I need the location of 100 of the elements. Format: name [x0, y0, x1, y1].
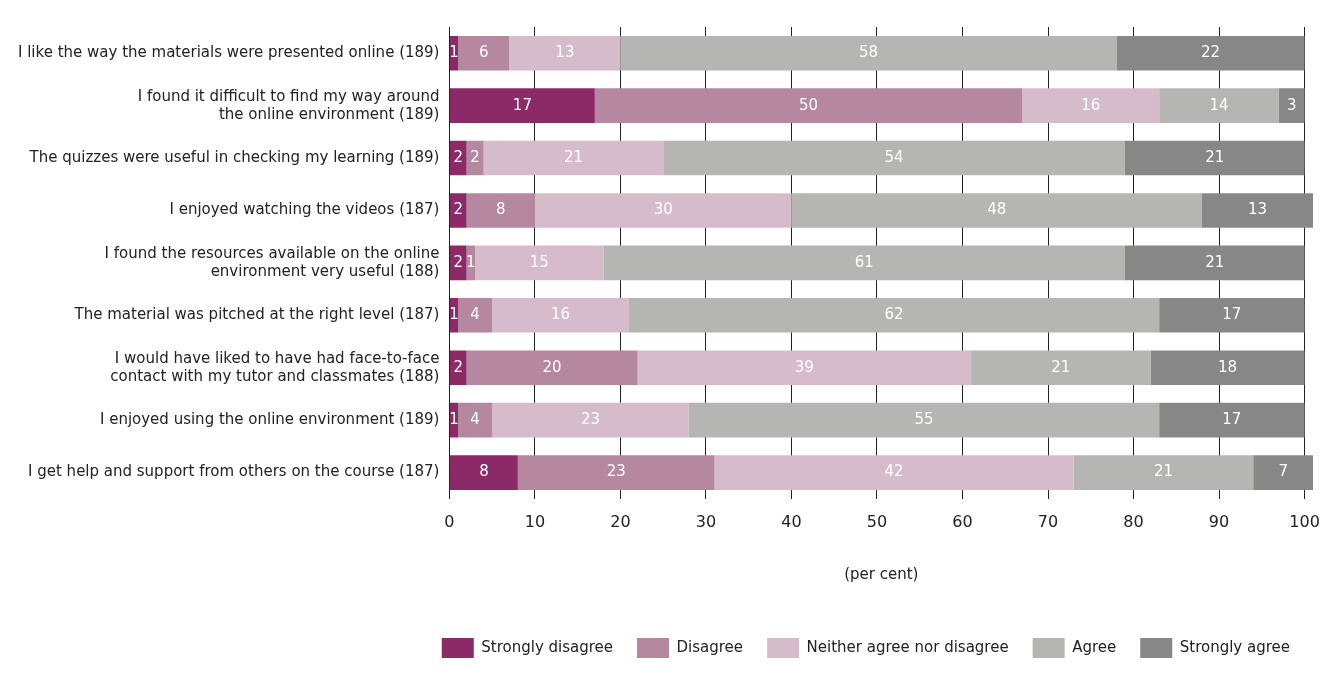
- bar: [466, 350, 638, 386]
- bar: [629, 298, 1160, 333]
- bar: [663, 140, 1125, 176]
- data-label: 2: [453, 357, 464, 376]
- bar: [971, 350, 1151, 386]
- data-label: 8: [479, 462, 489, 481]
- bar: [1159, 402, 1305, 438]
- data-label: 23: [581, 410, 601, 429]
- data-label: 62: [884, 305, 904, 324]
- data-label: 2: [453, 200, 464, 219]
- y-tick-label: I enjoyed using the online environment (189): [99, 410, 440, 429]
- data-label: 1: [449, 410, 459, 429]
- data-label: 7: [1278, 462, 1288, 481]
- data-label: 13: [555, 43, 575, 62]
- bar: [458, 298, 493, 333]
- data-label: 16: [1081, 95, 1101, 114]
- bar: [458, 402, 493, 438]
- bar: [594, 88, 1023, 123]
- bar: [1201, 193, 1314, 228]
- data-label: 13: [1247, 200, 1268, 219]
- bar: [458, 35, 510, 71]
- legend-label: Neither agree nor disagree: [806, 637, 1009, 656]
- y-tick-label: I get help and support from others on the course (187): [28, 462, 440, 481]
- bar: [714, 455, 1074, 490]
- data-label: 21: [1205, 147, 1225, 166]
- data-label: 55: [914, 410, 934, 429]
- data-label: 48: [987, 200, 1007, 219]
- bar: [1278, 88, 1305, 123]
- bar: [1159, 88, 1279, 123]
- bar: [791, 193, 1202, 228]
- x-tick-label: 70: [1037, 511, 1059, 531]
- legend-label: Strongly agree: [1179, 637, 1291, 656]
- bar: [1253, 455, 1314, 490]
- data-label: 58: [858, 43, 878, 62]
- x-tick-label: 60: [952, 511, 973, 531]
- legend-label: Disagree: [676, 637, 744, 656]
- x-tick-label: 0: [444, 511, 455, 531]
- x-tick-label: 100: [1289, 511, 1320, 531]
- data-label: 2: [453, 147, 464, 166]
- data-label: 20: [542, 357, 562, 376]
- data-label: 4: [470, 410, 480, 429]
- data-label: 42: [884, 462, 904, 481]
- y-tick-label: I enjoyed watching the videos (187): [169, 200, 440, 219]
- data-label: 21: [1153, 462, 1173, 481]
- data-label: 3: [1286, 95, 1297, 114]
- x-tick-label: 40: [781, 511, 802, 531]
- bar: [449, 350, 467, 386]
- bar: [1150, 350, 1305, 386]
- data-label: 15: [529, 252, 549, 271]
- data-label: 54: [884, 147, 904, 166]
- data-label: 1: [466, 252, 476, 271]
- data-label: 22: [1200, 43, 1221, 62]
- x-tick-label: 10: [524, 511, 546, 531]
- x-tick-label: 80: [1123, 511, 1144, 531]
- data-label: 17: [1222, 305, 1242, 324]
- data-label: 61: [854, 252, 874, 271]
- bar: [1124, 245, 1305, 281]
- bar: [1022, 88, 1160, 123]
- bar: [1073, 455, 1254, 490]
- bar: [688, 402, 1160, 438]
- bar: [603, 245, 1125, 281]
- x-tick-label: 50: [866, 511, 888, 531]
- bar: [483, 140, 664, 176]
- x-tick-label: 90: [1208, 511, 1230, 531]
- y-tick-label: I found the resources available on the online environment very useful (188): [104, 243, 440, 280]
- x-tick-label: 30: [695, 511, 717, 531]
- data-label: 50: [799, 95, 819, 114]
- data-label: 6: [478, 43, 489, 62]
- y-tick-label: The material was pitched at the right level (187): [73, 305, 440, 324]
- data-label: 17: [1222, 410, 1242, 429]
- bar: [517, 455, 715, 490]
- data-label: 2: [453, 252, 464, 271]
- y-tick-label: I like the way the materials were presented online (189): [18, 43, 440, 62]
- bar: [492, 402, 689, 438]
- bar: [1116, 35, 1305, 71]
- bar: [620, 35, 1117, 71]
- legend-label: Strongly disagree: [481, 637, 614, 656]
- y-tick-label: I found it difficult to find my way around the online environment (189): [137, 86, 440, 123]
- bar: [449, 88, 595, 123]
- data-label: 16: [551, 305, 571, 324]
- bar: [449, 245, 467, 281]
- x-tick-label: 20: [610, 511, 631, 531]
- data-label: 21: [1051, 357, 1071, 376]
- bar: [492, 298, 630, 333]
- data-label: 30: [653, 200, 673, 219]
- data-label: 14: [1209, 95, 1229, 114]
- x-axis-title: (per cent): [844, 564, 919, 583]
- bar: [509, 35, 621, 71]
- data-label: 4: [470, 305, 480, 324]
- y-tick-label: I would have liked to have had face-to-face contact with my tutor and classmates (188): [110, 348, 440, 385]
- data-label: 1: [449, 43, 459, 62]
- bar: [449, 140, 467, 176]
- bar: [1124, 140, 1305, 176]
- data-label: 21: [1205, 252, 1225, 271]
- data-label: 18: [1218, 357, 1238, 376]
- y-tick-label: The quizzes were useful in checking my learning (189): [28, 147, 440, 166]
- bar: [637, 350, 972, 386]
- bar: [534, 193, 792, 228]
- data-label: 39: [794, 357, 814, 376]
- data-label: 17: [512, 95, 532, 114]
